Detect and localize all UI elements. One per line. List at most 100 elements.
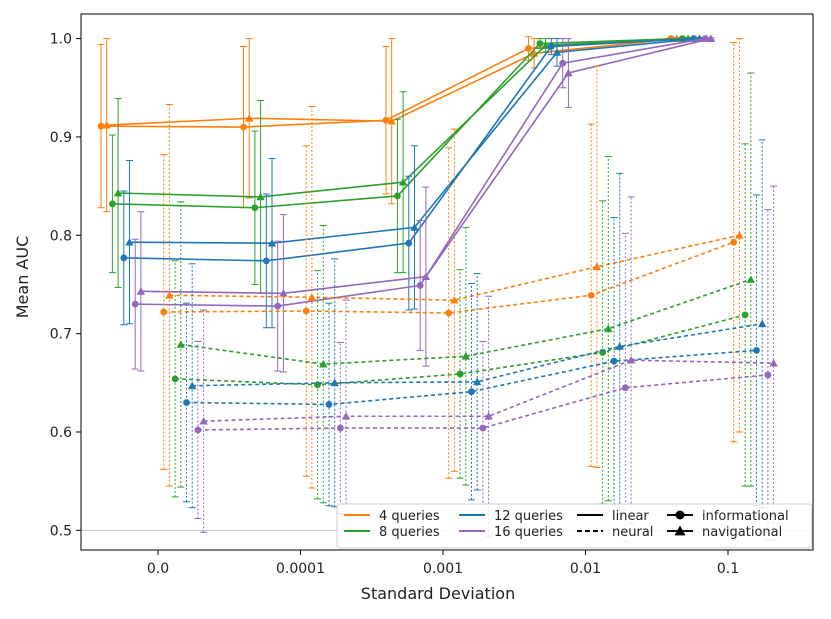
data-point-circle — [262, 257, 270, 265]
data-point-circle — [456, 370, 464, 378]
series-line — [186, 349, 757, 406]
data-point-triangle — [341, 412, 351, 420]
data-point-triangle — [267, 238, 277, 247]
series-8q-linear-navigational — [113, 34, 693, 294]
data-point-circle — [382, 116, 390, 124]
legend-box — [336, 503, 813, 549]
data-point-triangle — [706, 34, 716, 42]
y-tick-label: 0.5 — [50, 523, 72, 539]
series-8q-neural-navigational — [176, 72, 755, 504]
data-point-triangle — [319, 359, 328, 368]
data-point-circle — [337, 424, 344, 432]
x-axis-label: Standard Deviation — [361, 584, 515, 603]
series-16q-linear-informational — [131, 35, 709, 372]
x-tick-label: 0.0 — [147, 561, 169, 577]
data-point-triangle — [626, 355, 636, 364]
data-point-circle — [302, 307, 310, 315]
data-point-circle — [610, 357, 618, 365]
x-tick-label: 0.01 — [570, 561, 601, 577]
data-point-triangle — [125, 237, 134, 246]
data-point-circle — [274, 302, 282, 310]
series-8q-linear-informational — [108, 35, 686, 285]
legend-label: linear — [612, 509, 649, 524]
data-point-triangle — [398, 177, 408, 186]
series-4q-neural-informational — [160, 42, 738, 479]
y-tick-label: 0.9 — [50, 130, 72, 146]
data-point-circle — [131, 300, 139, 308]
data-point-triangle — [615, 342, 624, 350]
data-point-circle — [171, 375, 179, 383]
data-point-circle — [753, 346, 760, 354]
legend-marker-triangle — [674, 525, 686, 536]
data-point-circle — [587, 291, 595, 299]
x-axis: 0.0 0.0001 0.001 0.01 0.1 — [147, 550, 739, 577]
series-line — [175, 314, 746, 386]
legend-label: navigational — [702, 525, 782, 540]
data-point-triangle — [541, 41, 550, 49]
data-point-circle — [120, 254, 128, 262]
data-point-circle — [97, 122, 105, 130]
y-tick-label: 0.8 — [50, 228, 72, 244]
data-point-triangle — [256, 192, 265, 201]
series-12q-linear-navigational — [125, 34, 704, 329]
series-16q-neural-informational — [194, 209, 772, 543]
legend-label: 12 queries — [494, 509, 563, 524]
data-point-triangle — [450, 295, 459, 304]
y-axis-label: Mean AUC — [13, 236, 32, 319]
y-tick-label: 0.7 — [50, 327, 72, 343]
data-point-circle — [468, 388, 475, 396]
data-point-triangle — [165, 291, 174, 299]
series-12q-neural-informational — [183, 194, 760, 507]
series-12q-linear-informational — [120, 35, 698, 329]
x-tick-label: 0.0001 — [276, 561, 325, 577]
data-point-circle — [479, 424, 487, 432]
x-tick-label: 0.1 — [717, 561, 739, 577]
series-4q-neural-navigational — [165, 38, 744, 489]
series-4q-linear-navigational — [102, 34, 681, 213]
y-axis: 0.5 0.6 0.7 0.8 0.9 1.0 — [50, 32, 81, 539]
series-line — [163, 241, 734, 314]
series-16q-linear-navigational — [136, 34, 716, 373]
data-point-circle — [416, 282, 424, 289]
series-line — [203, 359, 774, 422]
data-point-triangle — [552, 48, 562, 56]
data-point-triangle — [758, 319, 767, 328]
data-point-triangle — [604, 324, 613, 333]
legend-label: 4 queries — [379, 509, 440, 524]
series-layer — [97, 34, 778, 543]
y-tick-label: 0.6 — [50, 425, 72, 441]
data-point-triangle — [199, 416, 208, 425]
series-12q-neural-navigational — [188, 139, 767, 521]
data-point-triangle — [484, 412, 493, 420]
data-point-triangle — [102, 120, 111, 129]
legend-marker-circle — [675, 510, 685, 520]
legend-label: informational — [702, 509, 789, 524]
data-point-circle — [622, 384, 629, 392]
data-point-triangle — [410, 223, 419, 231]
data-point-triangle — [307, 293, 317, 301]
series-16q-neural-navigational — [199, 185, 778, 541]
data-point-circle — [183, 399, 190, 406]
data-point-circle — [325, 401, 333, 408]
data-point-circle — [194, 426, 202, 434]
data-point-triangle — [564, 68, 573, 77]
legend-label: 8 queries — [379, 525, 440, 540]
x-tick-label: 0.001 — [423, 561, 463, 577]
data-point-circle — [559, 59, 567, 67]
legend-label: 16 queries — [494, 525, 563, 540]
data-point-circle — [536, 40, 544, 47]
data-point-triangle — [176, 340, 185, 348]
y-tick-label: 1.0 — [50, 32, 72, 48]
data-point-triangle — [592, 262, 602, 271]
data-point-circle — [445, 309, 453, 317]
legend-label: neural — [612, 525, 653, 540]
data-point-circle — [547, 43, 555, 50]
data-point-circle — [240, 123, 247, 131]
data-point-circle — [251, 204, 259, 212]
data-point-circle — [730, 238, 738, 246]
series-line — [192, 323, 763, 387]
data-point-triangle — [421, 272, 431, 280]
data-point-triangle — [330, 378, 339, 387]
